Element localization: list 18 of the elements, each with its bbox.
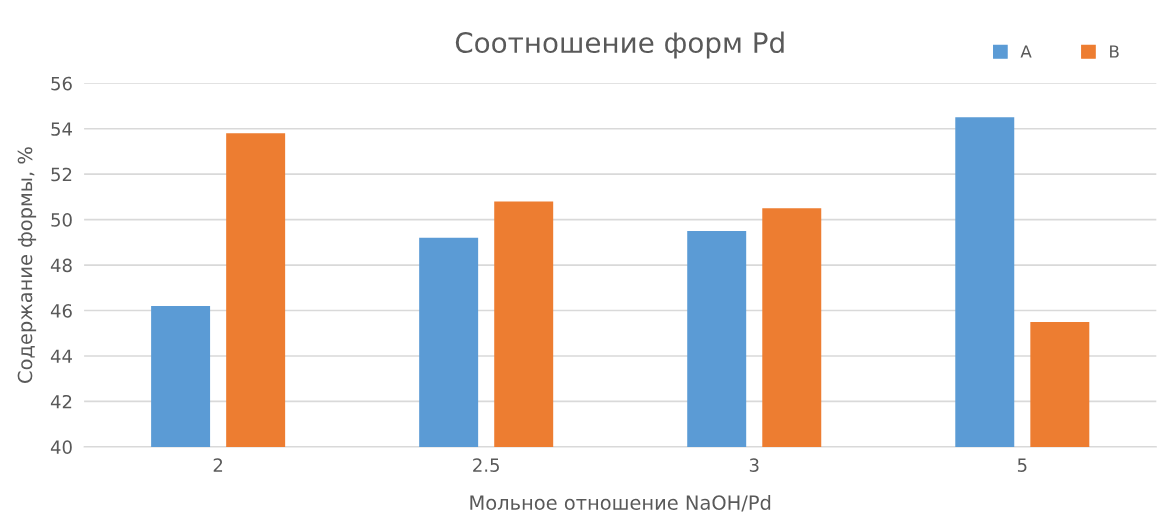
x-axis-title: Мольное отношение NaOH/Pd (470, 494, 771, 512)
y-tick-label: 52 (51, 167, 72, 182)
y-tick-label: 44 (50, 349, 72, 363)
y-tick-label: 48 (50, 258, 72, 273)
y-axis-title: Содержание формы, % (17, 147, 37, 383)
legend-label: A (1020, 45, 1032, 58)
y-tick-label: 42 (50, 394, 72, 409)
chart-title: Соотношение форм Pd (455, 31, 784, 59)
x-tick-label: 3 (749, 458, 759, 472)
x-tick-label: 2 (213, 458, 223, 472)
y-tick-label: 40 (50, 440, 72, 455)
x-tick-label: 5 (1017, 458, 1027, 472)
y-tick-label: 46 (50, 303, 72, 318)
y-tick-label: 50 (51, 213, 72, 227)
x-tick-label: 2.5 (473, 458, 499, 472)
legend-label: B (1110, 45, 1119, 58)
y-tick-label: 54 (51, 122, 72, 136)
y-tick-label: 56 (51, 76, 72, 91)
